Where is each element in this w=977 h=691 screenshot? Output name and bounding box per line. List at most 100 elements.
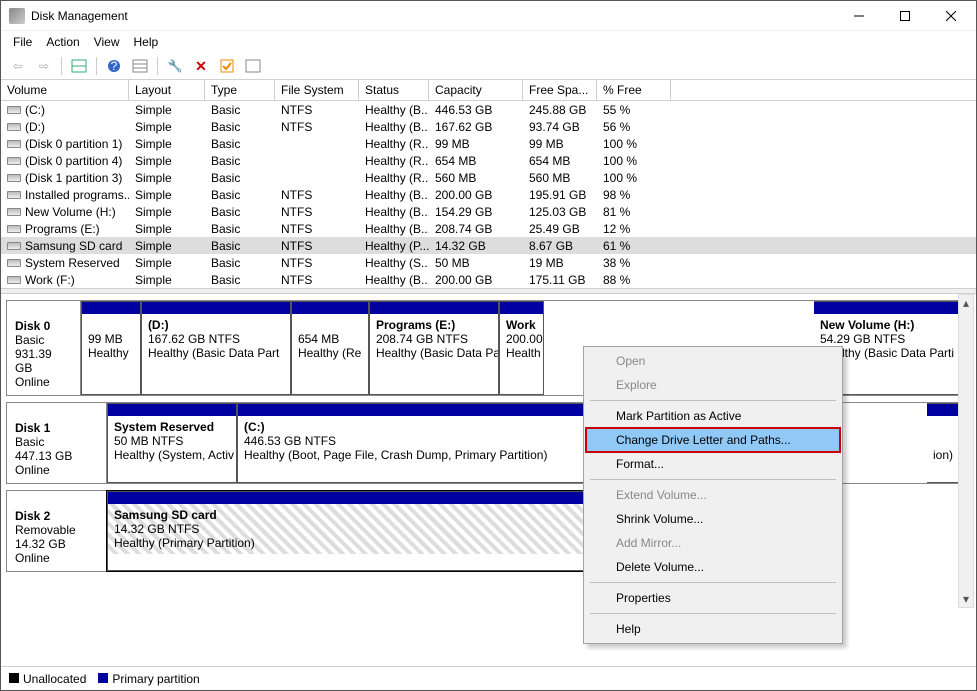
- partition[interactable]: (D:)167.62 GB NTFSHealthy (Basic Data Pa…: [141, 301, 291, 395]
- volume-row[interactable]: Installed programs...SimpleBasicNTFSHeal…: [1, 186, 976, 203]
- column-header-pct[interactable]: % Free: [597, 80, 671, 100]
- volume-cell-layout: Simple: [129, 222, 205, 236]
- volume-row[interactable]: Work (F:)SimpleBasicNTFSHealthy (B...200…: [1, 271, 976, 288]
- volume-row[interactable]: New Volume (H:)SimpleBasicNTFSHealthy (B…: [1, 203, 976, 220]
- volume-row[interactable]: Programs (E:)SimpleBasicNTFSHealthy (B..…: [1, 220, 976, 237]
- volume-cell-fs: NTFS: [275, 205, 359, 219]
- menu-help[interactable]: Help: [128, 33, 165, 51]
- volume-cell-free: 8.67 GB: [523, 239, 597, 253]
- volume-cell-free: 19 MB: [523, 256, 597, 270]
- volume-row[interactable]: (D:)SimpleBasicNTFSHealthy (B...167.62 G…: [1, 118, 976, 135]
- volume-row[interactable]: (Disk 1 partition 3)SimpleBasicHealthy (…: [1, 169, 976, 186]
- volume-cell-capacity: 654 MB: [429, 154, 523, 168]
- context-menu-item[interactable]: Shrink Volume...: [586, 507, 840, 531]
- minimize-button[interactable]: [836, 1, 882, 30]
- toolbar-props-icon[interactable]: [242, 55, 264, 77]
- volume-row[interactable]: System ReservedSimpleBasicNTFSHealthy (S…: [1, 254, 976, 271]
- legend-unallocated: Unallocated: [9, 672, 86, 686]
- partition[interactable]: 654 MBHealthy (Re: [291, 301, 369, 395]
- volume-icon: [7, 140, 21, 148]
- volume-cell-capacity: 154.29 GB: [429, 205, 523, 219]
- volume-cell-volume: New Volume (H:): [1, 205, 129, 219]
- volume-cell-layout: Simple: [129, 273, 205, 287]
- forward-button[interactable]: ⇨: [33, 55, 55, 77]
- disk-label[interactable]: Disk 1Basic447.13 GBOnline: [7, 403, 107, 483]
- volume-cell-capacity: 14.32 GB: [429, 239, 523, 253]
- volume-cell-capacity: 208.74 GB: [429, 222, 523, 236]
- context-menu-item[interactable]: Mark Partition as Active: [586, 404, 840, 428]
- volume-cell-pct: 56 %: [597, 120, 671, 134]
- partition[interactable]: 99 MBHealthy: [81, 301, 141, 395]
- menubar: File Action View Help: [1, 31, 976, 53]
- context-menu-item[interactable]: Properties: [586, 586, 840, 610]
- maximize-button[interactable]: [882, 1, 928, 30]
- volume-cell-layout: Simple: [129, 120, 205, 134]
- toolbar-list-icon[interactable]: [129, 55, 151, 77]
- back-button[interactable]: ⇦: [7, 55, 29, 77]
- toolbar-check-icon[interactable]: [216, 55, 238, 77]
- menu-view[interactable]: View: [88, 33, 126, 51]
- volume-cell-layout: Simple: [129, 154, 205, 168]
- partition[interactable]: Work200.00Health: [499, 301, 544, 395]
- partition[interactable]: System Reserved50 MB NTFSHealthy (System…: [107, 403, 237, 483]
- volume-cell-volume: Work (F:): [1, 273, 129, 287]
- volume-cell-type: Basic: [205, 273, 275, 287]
- volume-cell-type: Basic: [205, 137, 275, 151]
- volume-cell-free: 93.74 GB: [523, 120, 597, 134]
- volume-icon: [7, 106, 21, 114]
- legend: Unallocated Primary partition: [1, 666, 976, 690]
- column-header-status[interactable]: Status: [359, 80, 429, 100]
- volume-cell-fs: NTFS: [275, 273, 359, 287]
- volume-cell-capacity: 200.00 GB: [429, 273, 523, 287]
- column-header-capacity[interactable]: Capacity: [429, 80, 523, 100]
- volume-cell-pct: 100 %: [597, 137, 671, 151]
- volume-cell-volume: System Reserved: [1, 256, 129, 270]
- delete-icon[interactable]: ✕: [190, 55, 212, 77]
- context-menu-item[interactable]: Delete Volume...: [586, 555, 840, 579]
- volume-list: (C:)SimpleBasicNTFSHealthy (B...446.53 G…: [1, 101, 976, 288]
- volume-cell-capacity: 446.53 GB: [429, 103, 523, 117]
- context-menu-item[interactable]: Change Drive Letter and Paths...: [586, 428, 840, 452]
- toolbar-layout-icon[interactable]: [68, 55, 90, 77]
- volume-cell-free: 245.88 GB: [523, 103, 597, 117]
- volume-cell-pct: 61 %: [597, 239, 671, 253]
- volume-row[interactable]: Samsung SD cardSimpleBasicNTFSHealthy (P…: [1, 237, 976, 254]
- volume-cell-fs: NTFS: [275, 256, 359, 270]
- volume-list-header: VolumeLayoutTypeFile SystemStatusCapacit…: [1, 80, 976, 101]
- partition[interactable]: Samsung SD card14.32 GB NTFSHealthy (Pri…: [107, 491, 595, 571]
- app-icon: [9, 8, 25, 24]
- column-header-layout[interactable]: Layout: [129, 80, 205, 100]
- volume-icon: [7, 123, 21, 131]
- volume-cell-pct: 98 %: [597, 188, 671, 202]
- volume-cell-type: Basic: [205, 239, 275, 253]
- volume-row[interactable]: (C:)SimpleBasicNTFSHealthy (B...446.53 G…: [1, 101, 976, 118]
- volume-cell-status: Healthy (S...: [359, 256, 429, 270]
- volume-cell-type: Basic: [205, 171, 275, 185]
- svg-text:?: ?: [111, 59, 118, 73]
- disk-label[interactable]: Disk 2Removable14.32 GBOnline: [7, 491, 107, 571]
- column-header-fs[interactable]: File System: [275, 80, 359, 100]
- menu-action[interactable]: Action: [40, 33, 85, 51]
- context-menu-item[interactable]: Help: [586, 617, 840, 641]
- column-header-volume[interactable]: Volume: [1, 80, 129, 100]
- disk-label[interactable]: Disk 0Basic931.39 GBOnline: [7, 301, 81, 395]
- legend-primary: Primary partition: [98, 672, 199, 686]
- volume-cell-volume: Installed programs...: [1, 188, 129, 202]
- volume-cell-volume: (Disk 0 partition 1): [1, 137, 129, 151]
- column-header-type[interactable]: Type: [205, 80, 275, 100]
- help-icon[interactable]: ?: [103, 55, 125, 77]
- volume-cell-status: Healthy (R...: [359, 154, 429, 168]
- partition[interactable]: Programs (E:)208.74 GB NTFSHealthy (Basi…: [369, 301, 499, 395]
- volume-cell-volume: (D:): [1, 120, 129, 134]
- menu-file[interactable]: File: [7, 33, 38, 51]
- column-header-free[interactable]: Free Spa...: [523, 80, 597, 100]
- settings-icon[interactable]: 🔧: [164, 55, 186, 77]
- volume-row[interactable]: (Disk 0 partition 1)SimpleBasicHealthy (…: [1, 135, 976, 152]
- volume-row[interactable]: (Disk 0 partition 4)SimpleBasicHealthy (…: [1, 152, 976, 169]
- context-menu-item[interactable]: Format...: [586, 452, 840, 476]
- volume-cell-layout: Simple: [129, 205, 205, 219]
- close-button[interactable]: [928, 1, 974, 30]
- scrollbar[interactable]: ▴▾: [958, 294, 974, 608]
- window-title: Disk Management: [31, 9, 836, 23]
- volume-cell-layout: Simple: [129, 171, 205, 185]
